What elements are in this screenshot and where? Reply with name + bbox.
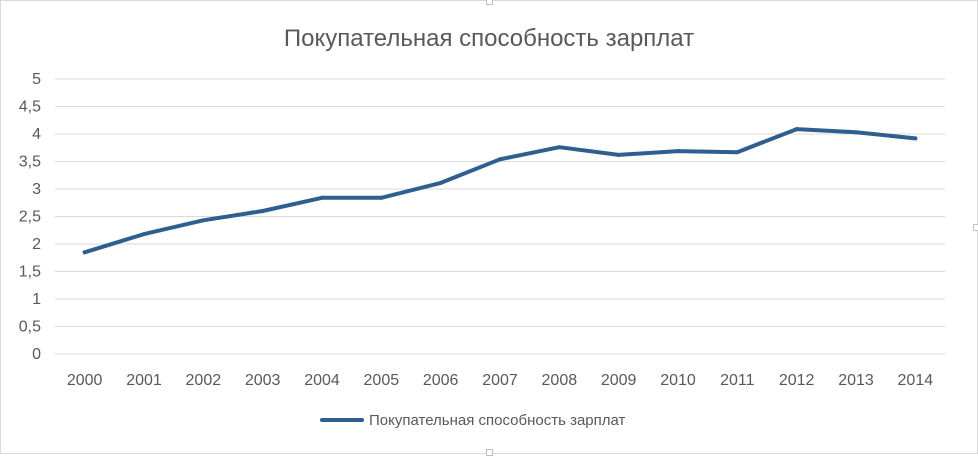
x-axis-ticks: 2000 2001 2002 2003 2004 2005 2006 2007 2008 2009… (67, 372, 933, 389)
x-tick-label: 2001 (126, 372, 162, 389)
data-point[interactable] (498, 157, 502, 162)
data-point[interactable] (438, 180, 443, 185)
y-axis-ticks: 0 0,5 1 1,5 2 2,5 3 3,5 4 4,5 5 (19, 71, 41, 363)
y-tick-label: 4 (32, 126, 41, 143)
data-point[interactable] (142, 232, 146, 237)
y-tick-label: 4,5 (19, 99, 41, 116)
data-point[interactable] (913, 136, 918, 141)
data-point[interactable] (794, 127, 799, 132)
x-tick-label: 2005 (364, 372, 400, 389)
x-tick-label: 2003 (245, 372, 281, 389)
x-tick-label: 2012 (779, 372, 815, 389)
data-point[interactable] (616, 152, 621, 157)
data-point[interactable] (320, 195, 324, 200)
data-point[interactable] (260, 209, 265, 213)
x-tick-label: 2011 (720, 372, 755, 389)
x-tick-label: 2010 (660, 372, 696, 389)
x-tick-label: 2000 (67, 372, 103, 389)
data-point[interactable] (82, 250, 87, 255)
x-tick-label: 2014 (898, 372, 934, 389)
y-tick-label: 3 (32, 181, 41, 198)
y-tick-label: 2,5 (19, 209, 41, 226)
x-tick-label: 2004 (304, 372, 340, 389)
series-line[interactable] (82, 127, 918, 255)
y-tick-label: 5 (32, 71, 41, 88)
y-tick-label: 1 (32, 291, 41, 308)
chart-title: Покупательная способность зарплат (284, 25, 694, 52)
x-tick-label: 2006 (423, 372, 459, 389)
x-tick-label: 2007 (482, 372, 518, 389)
x-tick-label: 2008 (542, 372, 578, 389)
resize-handle-right[interactable] (973, 224, 978, 231)
data-point[interactable] (379, 195, 384, 200)
y-tick-label: 0,5 (19, 319, 41, 336)
x-tick-label: 2013 (838, 372, 874, 389)
y-tick-label: 3,5 (19, 154, 41, 171)
x-tick-label: 2002 (186, 372, 222, 389)
data-point[interactable] (201, 218, 206, 223)
y-tick-label: 1,5 (19, 264, 41, 281)
x-tick-label: 2009 (601, 372, 637, 389)
y-tick-label: 0 (32, 346, 41, 363)
resize-handle-top[interactable] (486, 0, 493, 5)
legend: Покупательная способность зарплат (320, 412, 626, 429)
data-point[interactable] (557, 145, 562, 150)
gridlines (55, 78, 945, 355)
series-layer (82, 127, 918, 255)
legend-label: Покупательная способность зарплат (369, 412, 626, 429)
y-tick-label: 2 (32, 236, 41, 253)
data-point[interactable] (676, 149, 680, 154)
data-point[interactable] (854, 130, 858, 135)
data-point[interactable] (735, 150, 740, 155)
